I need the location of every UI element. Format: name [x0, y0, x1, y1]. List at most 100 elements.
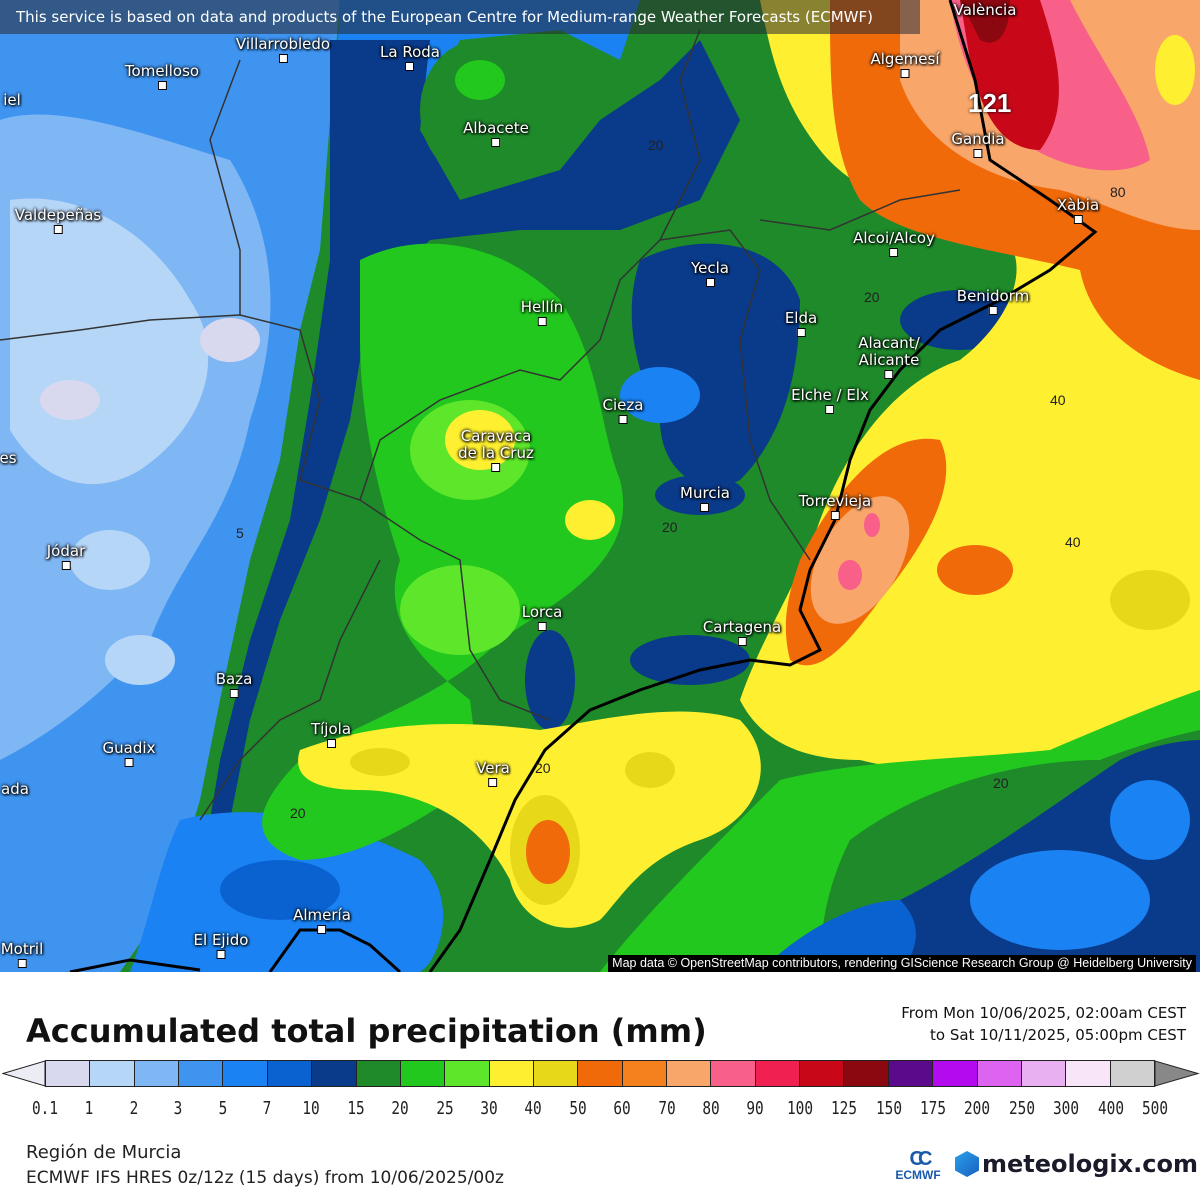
meteologix-logo[interactable]: meteologix.com	[955, 1150, 1198, 1178]
legend-swatch	[1066, 1061, 1111, 1086]
legend-tick-label: 80	[702, 1098, 720, 1119]
contour-label: 20	[290, 805, 306, 821]
legend-tick-label: 175	[919, 1098, 947, 1119]
legend-tick-label: 40	[524, 1098, 543, 1119]
legend-tick-label: 150	[875, 1098, 902, 1119]
period-to: to Sat 10/11/2025, 05:00pm CEST	[930, 1026, 1186, 1044]
field-darkblue-yecla	[631, 243, 800, 487]
city-alcoi: Alcoi/Alcoy	[853, 230, 935, 257]
legend-swatch	[134, 1061, 180, 1086]
city-tomelloso: Tomelloso	[125, 63, 199, 90]
legend-swatch	[888, 1061, 934, 1086]
ecmwf-logo: CC ECMWF	[895, 1148, 941, 1182]
legend-tick-label: 2	[129, 1098, 139, 1119]
legend-tick-label: 250	[1008, 1098, 1035, 1119]
city-torrevieja: Torrevieja	[799, 493, 871, 520]
contour-label: 20	[535, 760, 551, 776]
legend-tick-label: 90	[746, 1098, 765, 1119]
legend-swatch	[90, 1061, 135, 1086]
map-attribution[interactable]: Map data © OpenStreetMap contributors, r…	[608, 955, 1196, 972]
legend-swatch	[356, 1061, 401, 1086]
city-albacete: Albacete	[463, 120, 529, 147]
city-daimiel: iel	[3, 91, 21, 109]
city-elda: Elda	[785, 310, 817, 337]
city-cieza: Cieza	[603, 397, 643, 424]
forecast-period: From Mon 10/06/2025, 02:00am CEST to Sat…	[901, 1002, 1186, 1046]
contour-label: 5	[236, 525, 244, 541]
legend-arrow-left	[2, 1060, 46, 1087]
legend-swatch	[844, 1061, 889, 1086]
legend-tick-label: 70	[657, 1098, 676, 1119]
legend-tick-label: 500	[1141, 1098, 1169, 1119]
city-vera: Vera	[476, 760, 510, 787]
city-el-ejido: El Ejido	[194, 932, 248, 959]
period-from: From Mon 10/06/2025, 02:00am CEST	[901, 1004, 1186, 1022]
city-elche: Elche / Elx	[791, 387, 869, 414]
legend-tick-label: 15	[347, 1098, 365, 1119]
city-linares: es	[0, 449, 17, 467]
legend-swatch	[977, 1061, 1022, 1086]
city-la-roda: La Roda	[380, 44, 440, 71]
legend-swatch	[1110, 1061, 1154, 1086]
ecmwf-banner: This service is based on data and produc…	[0, 0, 920, 34]
city-granada: ada	[1, 780, 29, 798]
legend-swatch	[622, 1061, 668, 1086]
legend-swatch	[667, 1061, 712, 1086]
city-gandia: Gandia	[951, 131, 1005, 158]
legend-arrow-right	[1155, 1060, 1200, 1087]
meteologix-icon	[955, 1151, 979, 1177]
legend-tick-label: 7	[262, 1098, 272, 1119]
city-algemesi: Algemesí	[870, 51, 940, 78]
legend-swatch	[46, 1061, 91, 1086]
contour-label: 40	[1065, 534, 1081, 550]
legend-swatch	[312, 1061, 357, 1086]
legend-swatch	[445, 1061, 490, 1086]
legend-tick-label: 0.1	[31, 1098, 59, 1119]
legend-tick-label: 5	[218, 1098, 227, 1119]
legend-tick-label: 1	[85, 1098, 94, 1119]
city-alicante: Alacant/Alicante	[858, 335, 920, 379]
precipitation-map[interactable]: This service is based on data and produc…	[0, 0, 1200, 972]
legend-swatch	[400, 1061, 446, 1086]
legend-swatch	[179, 1061, 224, 1086]
contour-label: 20	[993, 775, 1009, 791]
legend-tick-label: 30	[480, 1098, 498, 1119]
legend-tick-label: 100	[786, 1098, 813, 1119]
legend-tick-label: 125	[831, 1098, 858, 1119]
city-almeria: Almería	[293, 907, 351, 934]
region-name: Región de Murcia	[26, 1142, 182, 1163]
contour-label: 20	[662, 519, 678, 535]
legend-swatch	[800, 1061, 845, 1086]
legend-swatch	[533, 1061, 579, 1086]
city-valencia: València	[953, 1, 1017, 19]
legend-tick-label: 60	[613, 1098, 631, 1119]
city-cartagena: Cartagena	[703, 619, 781, 646]
legend-tick-label: 20	[391, 1098, 409, 1119]
legend-swatch	[711, 1061, 756, 1086]
legend-tick-label: 200	[964, 1098, 991, 1119]
coastline	[69, 0, 1098, 972]
city-murcia: Murcia	[680, 485, 730, 512]
precipitation-field	[0, 0, 1200, 972]
contour-label: 20	[648, 137, 664, 153]
chart-title: Accumulated total precipitation (mm)	[26, 1012, 707, 1050]
legend-tick-label: 25	[435, 1098, 454, 1119]
city-lorca: Lorca	[522, 604, 562, 631]
city-baza: Baza	[216, 671, 252, 698]
legend-ticks: 0.1 1 2 3 5 7 10 15 20 25 30 40 50 60 70 80 90 100 125 150 1…	[0, 1098, 1200, 1122]
legend-tick-label: 300	[1053, 1098, 1080, 1119]
city-tijola: Tíjola	[311, 721, 351, 748]
legend-tick-label: 50	[569, 1098, 587, 1119]
city-hellin: Hellín	[521, 299, 563, 326]
legend-swatch	[267, 1061, 313, 1086]
legend-swatch	[489, 1061, 534, 1086]
legend-tick-label: 3	[173, 1098, 183, 1119]
legend-swatch	[1021, 1061, 1067, 1086]
legend-swatch	[223, 1061, 268, 1086]
legend-tick-label: 400	[1097, 1098, 1124, 1119]
city-benidorm: Benidorm	[957, 288, 1029, 315]
city-guadix: Guadix	[103, 740, 155, 767]
city-caravaca: Caravaca de la Cruz	[458, 428, 534, 472]
field-darkblue-band	[200, 40, 740, 880]
contour-label: 40	[1050, 392, 1066, 408]
